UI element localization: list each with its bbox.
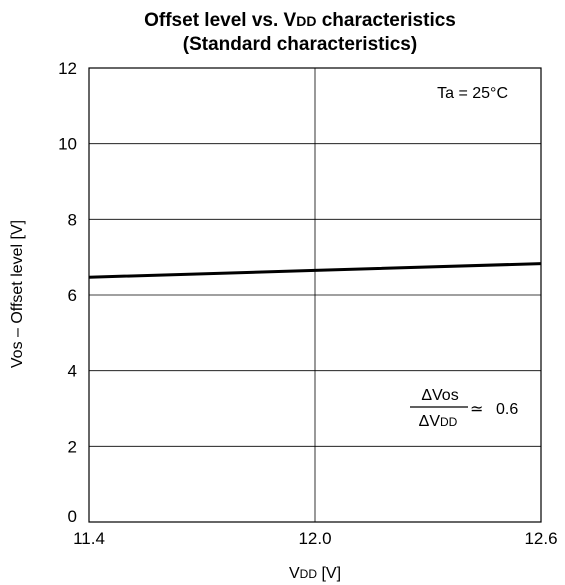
chart-title-line2: (Standard characteristics) (183, 34, 417, 55)
ratio-den-main: ΔV (419, 413, 441, 430)
x-tick-labels: 11.4 12.0 12.6 (73, 529, 557, 548)
y-tick-label-4: 8 (68, 210, 77, 229)
y-tick-label-5: 10 (58, 135, 77, 154)
x-tick-label-1: 12.0 (298, 529, 331, 548)
y-tick-label-2: 4 (68, 362, 77, 381)
title-pre: Offset level vs. V (144, 10, 296, 31)
ratio-annotation: ΔVos ΔVDD ≃ 0.6 (410, 387, 518, 430)
ratio-denominator: ΔVDD (419, 413, 458, 430)
y-tick-label-1: 2 (68, 437, 77, 456)
chart-title-line1: Offset level vs. VDD characteristics (144, 10, 456, 31)
ratio-approx-symbol: ≃ (470, 401, 483, 418)
title-sub: DD (296, 13, 316, 29)
condition-annotation: Ta = 25°C (437, 85, 508, 102)
x-label-sub: DD (300, 567, 318, 581)
y-axis-label: Vos – Offset level [V] (9, 220, 26, 368)
x-label-unit: [V] (317, 565, 341, 582)
y-tick-label-3: 6 (68, 286, 77, 305)
x-axis-label: VDD [V] (289, 565, 341, 582)
x-label-main: V (289, 565, 300, 582)
ratio-value: 0.6 (496, 401, 518, 418)
series-line (88, 262, 542, 279)
x-tick-label-2: 12.6 (524, 529, 557, 548)
title-post: characteristics (316, 10, 455, 31)
y-tick-label-0: 0 (68, 507, 77, 526)
y-tick-label-6: 12 (58, 59, 77, 78)
plot-frame (88, 67, 542, 523)
y-tick-labels: 0 2 4 6 8 10 12 (58, 59, 77, 526)
ratio-den-sub: DD (440, 415, 458, 429)
ratio-numerator: ΔVos (421, 387, 458, 404)
x-tick-label-0: 11.4 (73, 529, 105, 548)
grid (89, 68, 541, 522)
